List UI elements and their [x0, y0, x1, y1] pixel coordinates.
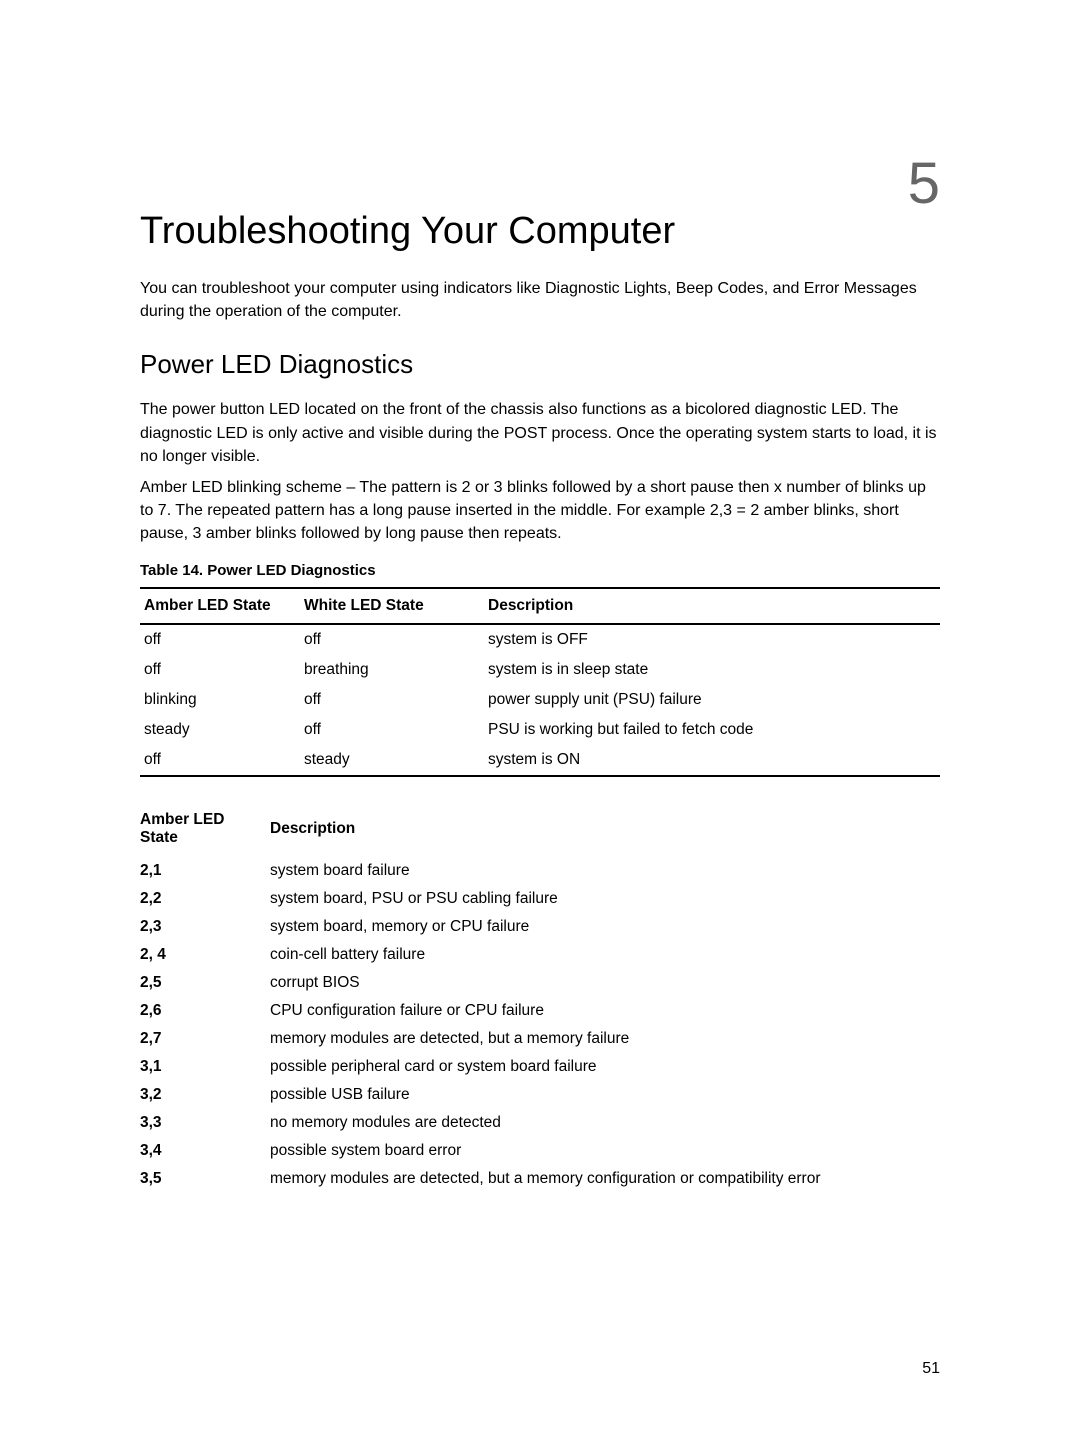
- cell-desc: system board, PSU or PSU cabling failure: [270, 885, 825, 913]
- table-row: 2,1system board failure: [140, 857, 825, 885]
- page-number: 51: [922, 1360, 940, 1378]
- cell-desc: CPU configuration failure or CPU failure: [270, 997, 825, 1025]
- cell-code: 2,3: [140, 913, 270, 941]
- body-paragraph-1: The power button LED located on the fron…: [140, 398, 940, 468]
- cell-desc: system board failure: [270, 857, 825, 885]
- cell-amber: blinking: [140, 685, 300, 715]
- page-title: Troubleshooting Your Computer: [140, 210, 940, 253]
- cell-code: 3,5: [140, 1165, 270, 1193]
- cell-white: off: [300, 715, 484, 745]
- table-caption: Table 14. Power LED Diagnostics: [140, 562, 940, 579]
- th-desc: Description: [270, 805, 825, 857]
- table-row: off off system is OFF: [140, 624, 940, 655]
- cell-amber: off: [140, 745, 300, 776]
- cell-white: off: [300, 624, 484, 655]
- cell-desc: system is ON: [484, 745, 940, 776]
- cell-code: 2,7: [140, 1025, 270, 1053]
- cell-desc: system is in sleep state: [484, 655, 940, 685]
- cell-code: 2,5: [140, 969, 270, 997]
- table-row: off steady system is ON: [140, 745, 940, 776]
- table-row: 3,4possible system board error: [140, 1137, 825, 1165]
- section-heading: Power LED Diagnostics: [140, 349, 940, 380]
- cell-white: off: [300, 685, 484, 715]
- intro-paragraph: You can troubleshoot your computer using…: [140, 277, 940, 323]
- cell-code: 3,2: [140, 1081, 270, 1109]
- th-white: White LED State: [300, 588, 484, 624]
- table-row: 2,7memory modules are detected, but a me…: [140, 1025, 825, 1053]
- table-row: 2, 4coin-cell battery failure: [140, 941, 825, 969]
- table-row: steady off PSU is working but failed to …: [140, 715, 940, 745]
- cell-code: 3,4: [140, 1137, 270, 1165]
- amber-code-table: Amber LED State Description 2,1system bo…: [140, 805, 825, 1193]
- table-row: blinking off power supply unit (PSU) fai…: [140, 685, 940, 715]
- cell-desc: PSU is working but failed to fetch code: [484, 715, 940, 745]
- cell-code: 2,1: [140, 857, 270, 885]
- cell-code: 2, 4: [140, 941, 270, 969]
- cell-white: steady: [300, 745, 484, 776]
- chapter-number: 5: [908, 150, 940, 217]
- table-row: 3,3no memory modules are detected: [140, 1109, 825, 1137]
- cell-desc: memory modules are detected, but a memor…: [270, 1165, 825, 1193]
- cell-code: 2,6: [140, 997, 270, 1025]
- cell-desc: memory modules are detected, but a memor…: [270, 1025, 825, 1053]
- cell-desc: possible USB failure: [270, 1081, 825, 1109]
- cell-desc: possible system board error: [270, 1137, 825, 1165]
- led-state-table: Amber LED State White LED State Descript…: [140, 587, 940, 777]
- cell-amber: off: [140, 655, 300, 685]
- table-row: 3,5memory modules are detected, but a me…: [140, 1165, 825, 1193]
- cell-code: 3,3: [140, 1109, 270, 1137]
- cell-amber: steady: [140, 715, 300, 745]
- table-row: 2,2system board, PSU or PSU cabling fail…: [140, 885, 825, 913]
- th-code: Amber LED State: [140, 805, 270, 857]
- table-row: 3,1possible peripheral card or system bo…: [140, 1053, 825, 1081]
- th-amber: Amber LED State: [140, 588, 300, 624]
- cell-desc: system is OFF: [484, 624, 940, 655]
- cell-desc: system board, memory or CPU failure: [270, 913, 825, 941]
- table-header-row: Amber LED State Description: [140, 805, 825, 857]
- cell-desc: coin-cell battery failure: [270, 941, 825, 969]
- th-desc: Description: [484, 588, 940, 624]
- table-row: 2,6CPU configuration failure or CPU fail…: [140, 997, 825, 1025]
- cell-desc: power supply unit (PSU) failure: [484, 685, 940, 715]
- table-row: 2,3system board, memory or CPU failure: [140, 913, 825, 941]
- cell-desc: no memory modules are detected: [270, 1109, 825, 1137]
- cell-code: 2,2: [140, 885, 270, 913]
- cell-desc: possible peripheral card or system board…: [270, 1053, 825, 1081]
- cell-desc: corrupt BIOS: [270, 969, 825, 997]
- cell-code: 3,1: [140, 1053, 270, 1081]
- table-row: 2,5corrupt BIOS: [140, 969, 825, 997]
- table-row: off breathing system is in sleep state: [140, 655, 940, 685]
- table-row: 3,2possible USB failure: [140, 1081, 825, 1109]
- body-paragraph-2: Amber LED blinking scheme – The pattern …: [140, 476, 940, 546]
- cell-white: breathing: [300, 655, 484, 685]
- cell-amber: off: [140, 624, 300, 655]
- table-header-row: Amber LED State White LED State Descript…: [140, 588, 940, 624]
